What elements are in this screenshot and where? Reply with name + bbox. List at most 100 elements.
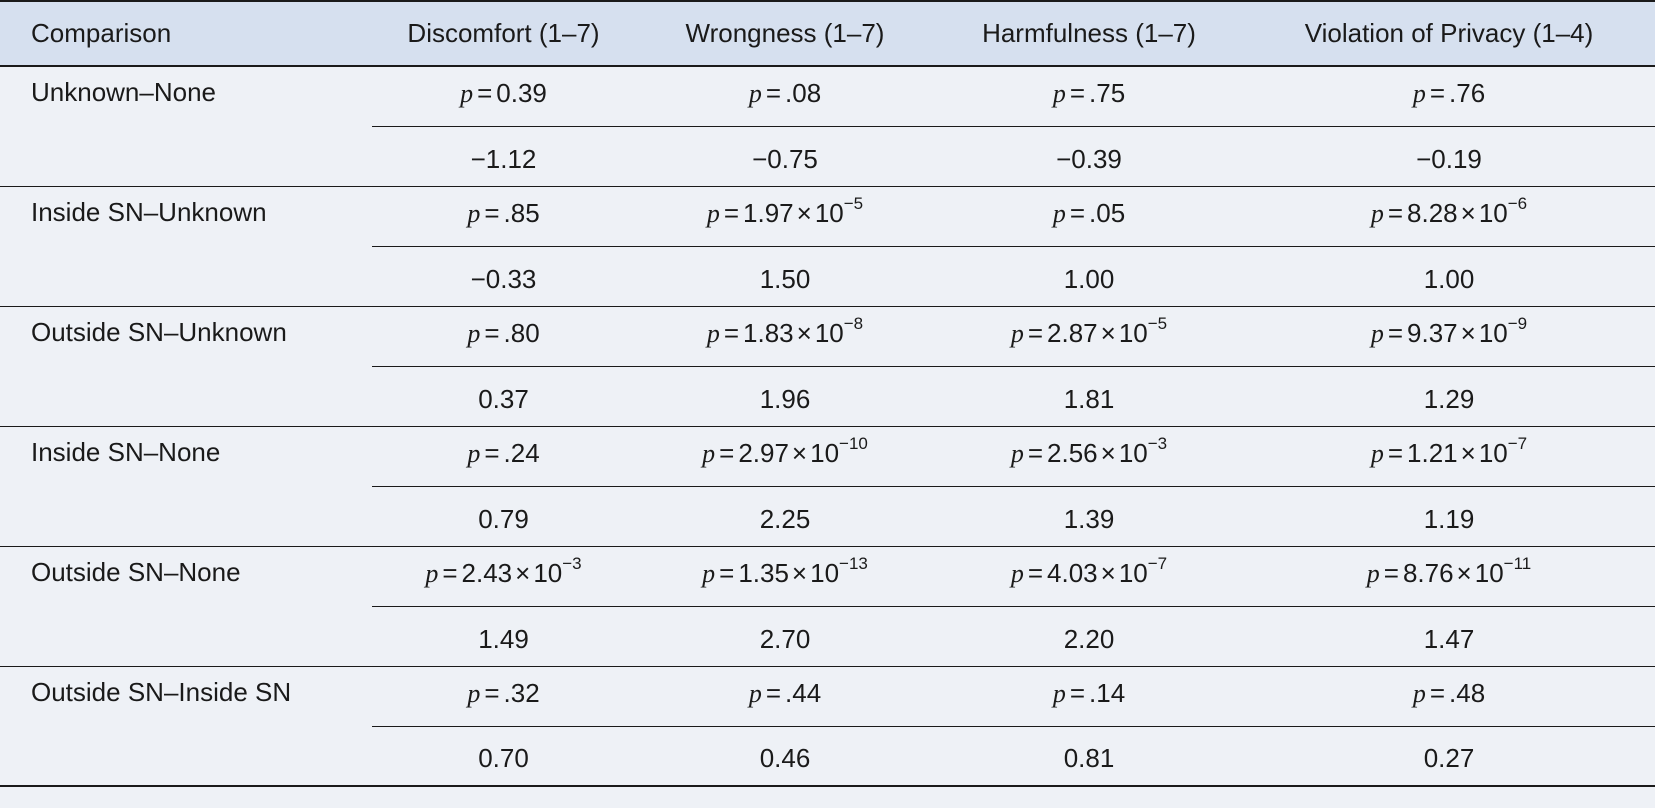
p-value-exponent: −9 <box>1507 313 1528 333</box>
effect-size-cell: 2.20 <box>935 606 1243 667</box>
effect-size-value: −0.75 <box>752 143 818 174</box>
effect-size-value: 2.70 <box>759 623 811 654</box>
p-value-mantissa: .44 <box>785 677 822 708</box>
effect-size-cell: 1.81 <box>935 366 1243 427</box>
effect-size-value: 1.39 <box>1063 503 1115 534</box>
p-value-cell: p = 2.43 × 10−3 <box>372 546 635 607</box>
effect-size-value: 1.81 <box>1063 383 1115 414</box>
p-symbol: p <box>702 438 716 468</box>
p-value-mantissa: .08 <box>785 77 822 108</box>
p-value-cell: p = .05 <box>935 186 1243 247</box>
header-row: Comparison Discomfort (1–7) Wrongness (1… <box>0 0 1655 67</box>
effect-size-value: 2.20 <box>1063 623 1115 654</box>
effect-size-value: 1.00 <box>1063 263 1115 294</box>
comparison-label: Outside SN–Unknown <box>0 306 372 427</box>
equals-symbol: = <box>1387 317 1404 348</box>
effect-size-cell: 1.29 <box>1243 366 1655 427</box>
base-ten: 10 <box>1118 317 1148 348</box>
effect-size-cell: −1.12 <box>372 126 635 187</box>
header-harmfulness: Harmfulness (1–7) <box>935 0 1243 67</box>
p-symbol: p <box>425 558 439 588</box>
p-value-exponent: −3 <box>1147 433 1168 453</box>
p-symbol: p <box>706 198 720 228</box>
table-row: Outside SN–Unknown p = .80 p = 1.83 × 10−8 p = 2.87… <box>0 306 1655 427</box>
header-discomfort: Discomfort (1–7) <box>372 0 635 67</box>
table-row: Inside SN–None p = .24 p = 2.97 × 10−10 p = 2.56 × 10… <box>0 426 1655 547</box>
p-value-cell: p = 1.97 × 10−5 <box>635 186 935 247</box>
base-ten: 10 <box>1478 197 1508 228</box>
effect-size-cell: 1.00 <box>1243 246 1655 307</box>
comparison-table: Comparison Discomfort (1–7) Wrongness (1… <box>0 0 1655 787</box>
p-value-exponent: −8 <box>843 313 864 333</box>
p-symbol: p <box>1052 678 1066 708</box>
p-value-exponent: −7 <box>1507 433 1528 453</box>
comparison-label: Unknown–None <box>0 66 372 187</box>
equals-symbol: = <box>484 317 500 348</box>
p-value-mantissa: .32 <box>503 677 540 708</box>
effect-size-cell: −0.19 <box>1243 126 1655 187</box>
table-row: Outside SN–None p = 2.43 × 10−3 p = 1.35 × 10−13 p =… <box>0 546 1655 667</box>
effect-size-cell: 2.25 <box>635 486 935 547</box>
effect-size-cell: 1.49 <box>372 606 635 667</box>
p-value-cell: p = .85 <box>372 186 635 247</box>
effect-size-value: 0.81 <box>1063 743 1115 774</box>
p-value-mantissa: .80 <box>503 317 540 348</box>
equals-symbol: = <box>719 557 735 588</box>
p-value-cell: p = 8.76 × 10−11 <box>1243 546 1655 607</box>
p-symbol: p <box>702 558 716 588</box>
p-value-cell: p = .08 <box>635 66 935 127</box>
effect-size-cell: 1.00 <box>935 246 1243 307</box>
p-value-cell: p = 1.83 × 10−8 <box>635 306 935 367</box>
equals-symbol: = <box>1069 77 1086 108</box>
p-value-exponent: −10 <box>839 433 868 453</box>
p-value-exponent: −11 <box>1503 553 1532 573</box>
p-value-mantissa: .85 <box>503 197 540 228</box>
p-symbol: p <box>1010 318 1024 348</box>
table-row: 0.79 2.25 1.39 1.19 <box>0 486 1655 547</box>
base-ten: 10 <box>814 317 844 348</box>
times-symbol: × <box>796 317 812 348</box>
equals-symbol: = <box>1429 677 1446 708</box>
p-symbol: p <box>1370 318 1384 348</box>
effect-size-cell: 1.39 <box>935 486 1243 547</box>
effect-size-cell: 0.46 <box>635 726 935 787</box>
equals-symbol: = <box>477 77 493 108</box>
p-value-cell: p = 9.37 × 10−9 <box>1243 306 1655 367</box>
p-value-cell: p = .44 <box>635 666 935 727</box>
base-ten: 10 <box>1478 317 1508 348</box>
equals-symbol: = <box>442 557 458 588</box>
p-symbol: p <box>1370 438 1384 468</box>
equals-symbol: = <box>765 677 782 708</box>
effect-size-cell: 1.96 <box>635 366 935 427</box>
p-value-cell: p = 8.28 × 10−6 <box>1243 186 1655 247</box>
effect-size-cell: −0.39 <box>935 126 1243 187</box>
p-value-mantissa: 1.97 <box>743 197 794 228</box>
p-symbol: p <box>1370 198 1384 228</box>
times-symbol: × <box>515 557 531 588</box>
p-value-mantissa: 9.37 <box>1407 317 1458 348</box>
effect-size-value: 2.25 <box>759 503 811 534</box>
equals-symbol: = <box>1429 77 1446 108</box>
comparison-label: Outside SN–None <box>0 546 372 667</box>
table-header: Comparison Discomfort (1–7) Wrongness (1… <box>0 0 1655 67</box>
effect-size-value: 1.96 <box>759 383 811 414</box>
effect-size-value: −1.12 <box>470 143 537 174</box>
equals-symbol: = <box>1069 677 1086 708</box>
p-value-mantissa: 8.28 <box>1407 197 1458 228</box>
effect-size-value: 0.27 <box>1423 743 1475 774</box>
p-value-mantissa: .05 <box>1089 197 1126 228</box>
p-value-cell: p = 0.39 <box>372 66 635 127</box>
effect-size-value: 1.50 <box>759 263 811 294</box>
p-value-cell: p = 2.87 × 10−5 <box>935 306 1243 367</box>
table-body: Unknown–None p = 0.39 p = .08 p = .75 p = .76 −1.12 −0… <box>0 66 1655 787</box>
table-row: Outside SN–Inside SN p = .32 p = .44 p = .14 p = .48 <box>0 666 1655 787</box>
effect-size-cell: 1.50 <box>635 246 935 307</box>
p-value-mantissa: 2.43 <box>461 557 513 588</box>
equals-symbol: = <box>723 197 740 228</box>
p-symbol: p <box>1366 558 1380 588</box>
times-symbol: × <box>1100 317 1116 348</box>
table-row: −0.33 1.50 1.00 1.00 <box>0 246 1655 307</box>
effect-size-cell: 0.70 <box>372 726 635 787</box>
effect-size-value: 0.46 <box>759 743 811 774</box>
